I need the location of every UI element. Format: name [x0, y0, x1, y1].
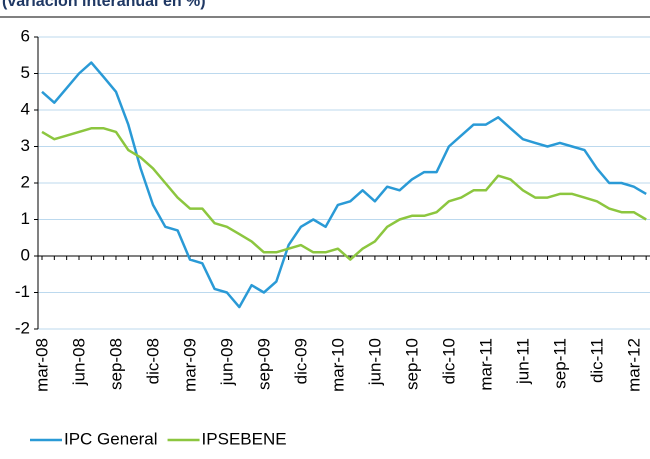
- x-tick-label: jun-11: [513, 338, 532, 385]
- x-tick-label: mar-08: [33, 338, 52, 392]
- x-tick-label: sep-09: [254, 338, 273, 390]
- x-tick-label: mar-12: [624, 338, 643, 392]
- legend-label: IPSEBENE: [202, 429, 287, 448]
- x-tick-label: mar-11: [476, 338, 495, 391]
- y-tick-label: 6: [21, 26, 30, 45]
- y-tick-label: 3: [21, 136, 30, 155]
- x-tick-label: sep-11: [550, 338, 569, 389]
- y-tick-label: 1: [21, 209, 30, 228]
- series-line: [41, 127, 647, 261]
- y-tick-label: -1: [15, 282, 30, 301]
- legend-label: IPC General: [64, 429, 158, 448]
- x-tick-label: mar-10: [328, 338, 347, 392]
- x-tick-label: mar-09: [180, 338, 199, 392]
- y-tick-label: 2: [21, 172, 30, 191]
- x-tick-label: dic-10: [439, 338, 458, 384]
- chart-title: (variación interanual en %): [2, 0, 206, 10]
- x-tick-label: sep-10: [402, 338, 421, 390]
- series-line: [41, 61, 647, 309]
- x-tick-label: jun-09: [217, 338, 236, 386]
- x-tick-label: jun-10: [365, 338, 384, 386]
- y-tick-label: -2: [15, 318, 30, 337]
- x-tick-label: dic-09: [291, 338, 310, 384]
- y-tick-label: 5: [21, 63, 30, 82]
- x-tick-label: dic-11: [587, 338, 606, 383]
- x-tick-label: sep-08: [106, 338, 125, 390]
- x-tick-label: jun-08: [69, 338, 88, 386]
- x-tick-label: dic-08: [143, 338, 162, 384]
- y-tick-label: 4: [21, 99, 30, 118]
- y-tick-label: 0: [21, 245, 30, 264]
